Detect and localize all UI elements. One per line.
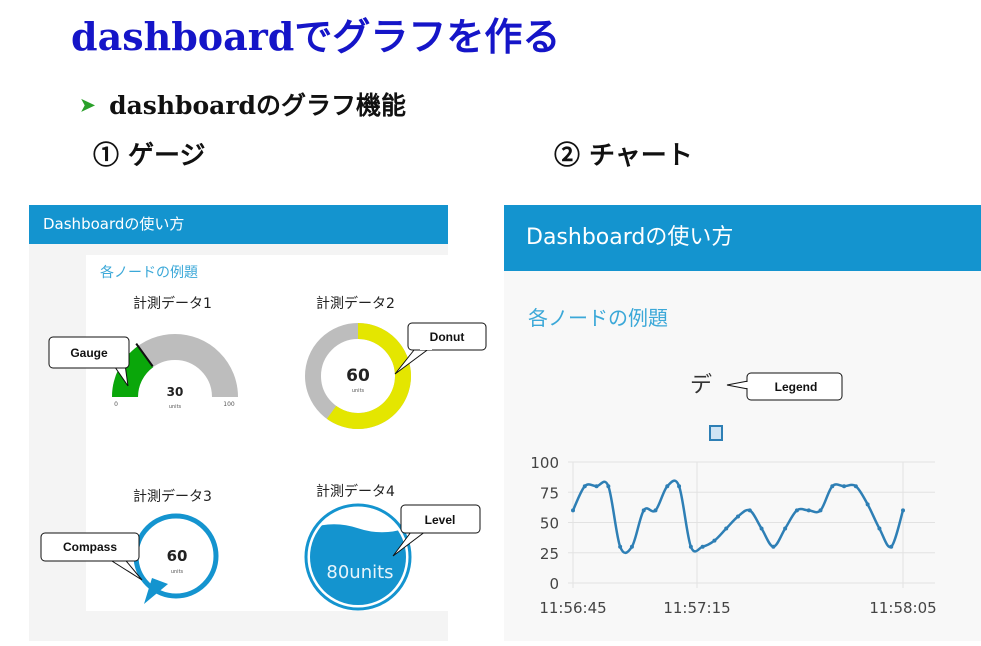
chart-points	[571, 484, 905, 549]
slide-title: dashboardでグラフを作る	[71, 14, 561, 59]
chart-y-axis: 100 75 50 25 0	[530, 454, 559, 593]
callout-compass-text: Compass	[63, 540, 117, 554]
subheading-chart: ② チャート	[554, 141, 693, 171]
chart-data-point	[747, 508, 752, 513]
chart-data-point	[571, 508, 575, 513]
bullet-text: dashboardのグラフ機能	[109, 91, 407, 120]
callout-gauge-text: Gauge	[70, 346, 108, 360]
widget-label-4: 計測データ4	[316, 484, 395, 500]
arrow-bullet-icon: ➤	[80, 95, 96, 116]
chart-data-point	[724, 526, 729, 531]
dashboard-header-right: Dashboardの使い方	[504, 205, 981, 271]
y-tick-label: 0	[549, 575, 559, 593]
callout-compass: Compass	[40, 532, 143, 581]
widget-label-2: 計測データ2	[316, 296, 395, 312]
compass-units: units	[171, 569, 184, 575]
group-title-left: 各ノードの例題	[100, 265, 198, 281]
chart-grid	[568, 461, 935, 588]
chart-data-point	[865, 502, 870, 507]
chart-data-point	[877, 526, 882, 531]
gauge-value: 30	[167, 385, 184, 399]
x-tick-label: 11:57:15	[663, 599, 730, 617]
gauge-max: 100	[223, 401, 235, 408]
chart-data-point	[830, 484, 835, 489]
donut-fill-arc	[326, 323, 411, 429]
chart-dashboard-panel	[504, 271, 981, 641]
x-tick-label: 11:56:45	[539, 599, 606, 617]
level-widget: 80units	[304, 503, 412, 611]
chart-data-point	[794, 508, 799, 513]
chart-data-point	[618, 544, 623, 549]
chart-data-point	[901, 508, 905, 513]
chart-data-point	[582, 484, 587, 489]
chart-data-point	[688, 544, 693, 549]
gauge-fill-arc	[112, 346, 154, 398]
legend-swatch-icon[interactable]	[709, 425, 723, 441]
subheading-gauge: ① ゲージ	[93, 141, 206, 171]
y-tick-label: 75	[540, 484, 559, 502]
donut-value: 60	[346, 366, 370, 386]
callout-level: Level	[392, 504, 481, 557]
chart-data-point	[712, 538, 717, 543]
compass-pointer-icon	[144, 578, 168, 604]
chart-data-point	[853, 484, 858, 489]
dashboard-header-left: Dashboardの使い方	[29, 205, 448, 244]
chart-data-point	[818, 508, 823, 513]
chart-data-point	[629, 544, 634, 549]
chart-data-point	[806, 508, 811, 513]
bullet-point: ➤ dashboardのグラフ機能	[80, 86, 406, 122]
chart-data-point	[606, 484, 611, 489]
chart-data-point	[889, 544, 894, 549]
y-tick-label: 100	[530, 454, 559, 472]
chart-data-point	[665, 484, 670, 489]
chart-data-point	[771, 544, 776, 549]
level-fill	[310, 524, 406, 605]
group-title-right: 各ノードの例題	[528, 306, 668, 330]
y-tick-label: 50	[540, 515, 559, 533]
gauge-widget: 30 units 0 100	[112, 334, 238, 410]
chart-data-point	[783, 526, 788, 531]
callout-donut: Donut	[394, 322, 487, 375]
level-value: 80units	[326, 562, 393, 583]
donut-units: units	[352, 388, 365, 394]
x-tick-label: 11:58:05	[869, 599, 936, 617]
chart-data-point	[594, 484, 599, 489]
chart-legend-title: デ	[690, 373, 712, 398]
chart-data-point	[842, 484, 847, 489]
callout-gauge: Gauge	[48, 336, 130, 387]
chart-data-point	[677, 484, 682, 489]
chart-data-point	[759, 526, 764, 531]
callout-donut-text: Donut	[430, 330, 465, 344]
gauge-min: 0	[114, 401, 118, 408]
donut-widget: 60 units	[305, 323, 411, 429]
chart-x-axis: 11:56:45 11:57:15 11:58:05	[539, 599, 936, 617]
widget-label-1: 計測データ1	[133, 296, 212, 312]
gauge-needle	[135, 343, 154, 367]
gauge-units: units	[169, 404, 182, 410]
widget-label-3: 計測データ3	[133, 489, 212, 505]
compass-value: 60	[167, 547, 188, 565]
chart-data-point	[653, 508, 658, 513]
chart-data-point	[641, 508, 646, 513]
callout-legend: Legend	[726, 372, 843, 401]
chart-data-point	[700, 544, 705, 549]
callout-legend-text: Legend	[775, 380, 818, 394]
callout-level-text: Level	[425, 513, 456, 527]
y-tick-label: 25	[540, 545, 559, 563]
chart-data-point	[736, 514, 740, 519]
